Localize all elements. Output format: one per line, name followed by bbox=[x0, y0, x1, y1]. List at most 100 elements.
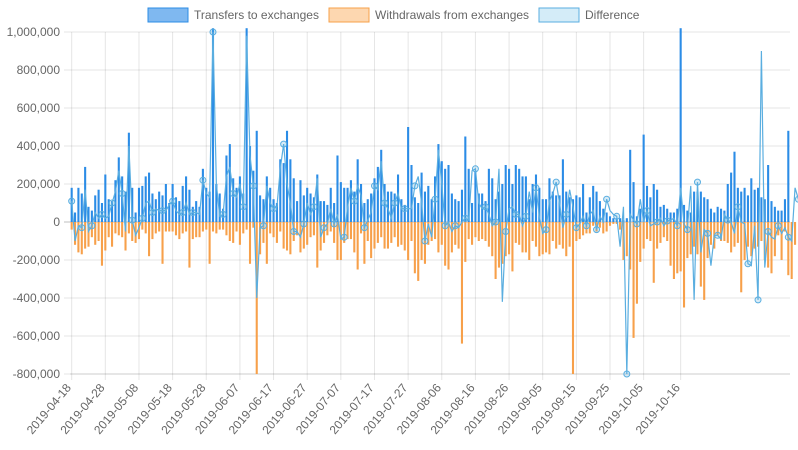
bar-withdrawals[interactable] bbox=[699, 222, 702, 287]
difference-point[interactable] bbox=[239, 203, 247, 211]
bar-transfers[interactable] bbox=[292, 178, 295, 222]
difference-point[interactable] bbox=[179, 209, 187, 216]
bar-transfers[interactable] bbox=[703, 197, 706, 222]
bar-transfers[interactable] bbox=[645, 185, 649, 222]
bar-withdrawals[interactable] bbox=[215, 222, 218, 234]
difference-point[interactable] bbox=[300, 220, 308, 228]
bar-transfers[interactable] bbox=[672, 212, 675, 223]
bar-transfers[interactable] bbox=[205, 187, 208, 222]
bar-withdrawals[interactable] bbox=[501, 222, 504, 264]
bar-transfers[interactable] bbox=[158, 191, 161, 222]
difference-point[interactable] bbox=[229, 190, 237, 197]
bar-transfers[interactable] bbox=[511, 184, 514, 222]
bar-transfers[interactable] bbox=[585, 212, 588, 223]
bar-transfers[interactable] bbox=[407, 127, 410, 222]
bar-transfers[interactable] bbox=[296, 201, 299, 222]
bar-transfers[interactable] bbox=[474, 170, 477, 222]
bar-transfers[interactable] bbox=[625, 218, 628, 222]
bar-transfers[interactable] bbox=[635, 216, 638, 222]
bar-transfers[interactable] bbox=[706, 199, 709, 222]
bar-transfers[interactable] bbox=[316, 174, 319, 223]
bar-withdrawals[interactable] bbox=[107, 222, 110, 238]
bar-withdrawals[interactable] bbox=[242, 222, 245, 234]
bar-transfers[interactable] bbox=[117, 157, 120, 222]
bar-withdrawals[interactable] bbox=[582, 222, 585, 236]
bar-withdrawals[interactable] bbox=[598, 222, 601, 228]
bar-withdrawals[interactable] bbox=[269, 222, 272, 234]
difference-point[interactable] bbox=[673, 222, 681, 230]
bar-withdrawals[interactable] bbox=[272, 222, 275, 238]
bar-withdrawals[interactable] bbox=[178, 222, 181, 240]
bar-withdrawals[interactable] bbox=[592, 222, 595, 226]
bar-transfers[interactable] bbox=[497, 191, 501, 222]
bar-transfers[interactable] bbox=[521, 176, 524, 222]
bar-withdrawals[interactable] bbox=[693, 222, 696, 247]
difference-point[interactable] bbox=[542, 226, 550, 234]
bar-transfers[interactable] bbox=[561, 159, 564, 222]
difference-point[interactable] bbox=[603, 195, 611, 203]
difference-point[interactable] bbox=[78, 224, 86, 232]
difference-point[interactable] bbox=[643, 207, 651, 215]
bar-withdrawals[interactable] bbox=[309, 222, 312, 238]
bar-transfers[interactable] bbox=[582, 184, 585, 222]
bar-withdrawals[interactable] bbox=[642, 222, 645, 249]
bar-transfers[interactable] bbox=[255, 130, 258, 222]
difference-point[interactable] bbox=[784, 233, 792, 241]
difference-point[interactable] bbox=[159, 207, 167, 215]
bar-transfers[interactable] bbox=[773, 206, 776, 222]
bar-transfers[interactable] bbox=[619, 218, 622, 222]
bar-transfers[interactable] bbox=[780, 210, 783, 222]
difference-point[interactable] bbox=[613, 212, 621, 220]
bar-transfers[interactable] bbox=[282, 163, 285, 222]
difference-point[interactable] bbox=[370, 182, 378, 190]
bar-withdrawals[interactable] bbox=[558, 222, 561, 245]
bar-transfers[interactable] bbox=[211, 28, 215, 223]
bar-withdrawals[interactable] bbox=[141, 222, 144, 230]
bar-withdrawals[interactable] bbox=[491, 222, 494, 257]
bar-transfers[interactable] bbox=[141, 185, 144, 222]
bar-transfers[interactable] bbox=[541, 199, 544, 222]
bar-transfers[interactable] bbox=[262, 199, 265, 222]
bar-withdrawals[interactable] bbox=[205, 222, 208, 230]
bar-transfers[interactable] bbox=[390, 191, 393, 222]
bar-transfers[interactable] bbox=[753, 189, 756, 222]
bar-withdrawals[interactable] bbox=[191, 222, 194, 240]
bar-withdrawals[interactable] bbox=[195, 222, 198, 238]
bar-withdrawals[interactable] bbox=[703, 222, 706, 300]
bar-transfers[interactable] bbox=[148, 172, 151, 222]
bar-transfers[interactable] bbox=[201, 168, 204, 222]
bar-transfers[interactable] bbox=[100, 203, 104, 222]
bar-withdrawals[interactable] bbox=[100, 222, 104, 266]
bar-withdrawals[interactable] bbox=[571, 222, 575, 374]
bar-withdrawals[interactable] bbox=[275, 222, 278, 243]
bar-transfers[interactable] bbox=[528, 199, 531, 222]
difference-point[interactable] bbox=[219, 210, 227, 218]
bar-withdrawals[interactable] bbox=[282, 222, 285, 249]
bar-withdrawals[interactable] bbox=[639, 222, 642, 262]
bar-transfers[interactable] bbox=[494, 199, 497, 222]
bar-transfers[interactable] bbox=[242, 193, 245, 223]
bar-transfers[interactable] bbox=[104, 174, 107, 223]
bar-withdrawals[interactable] bbox=[97, 222, 100, 241]
bar-withdrawals[interactable] bbox=[174, 222, 178, 236]
bar-withdrawals[interactable] bbox=[312, 222, 315, 236]
bar-transfers[interactable] bbox=[440, 161, 443, 222]
bar-withdrawals[interactable] bbox=[726, 222, 729, 243]
bar-withdrawals[interactable] bbox=[565, 222, 568, 257]
bar-withdrawals[interactable] bbox=[80, 222, 83, 255]
bar-withdrawals[interactable] bbox=[306, 222, 309, 245]
bar-withdrawals[interactable] bbox=[484, 222, 487, 241]
bar-withdrawals[interactable] bbox=[185, 222, 188, 232]
difference-point[interactable] bbox=[290, 228, 298, 235]
bar-withdrawals[interactable] bbox=[608, 222, 612, 226]
bar-withdrawals[interactable] bbox=[158, 222, 161, 232]
bar-transfers[interactable] bbox=[430, 199, 433, 222]
bar-transfers[interactable] bbox=[222, 208, 225, 222]
bar-transfers[interactable] bbox=[598, 201, 601, 222]
bar-withdrawals[interactable] bbox=[148, 222, 151, 257]
bar-withdrawals[interactable] bbox=[265, 222, 268, 264]
bar-transfers[interactable] bbox=[467, 168, 470, 222]
bar-transfers[interactable] bbox=[555, 195, 558, 222]
bar-withdrawals[interactable] bbox=[575, 222, 578, 241]
bar-withdrawals[interactable] bbox=[225, 222, 228, 236]
